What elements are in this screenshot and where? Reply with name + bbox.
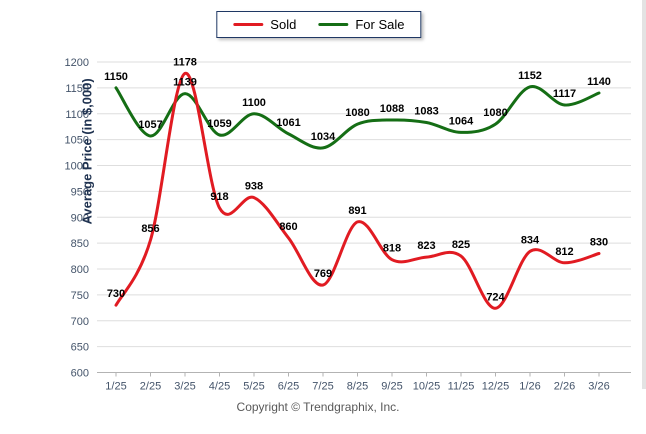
y-axis-title: Average Price (in $,000) (79, 78, 95, 225)
y-tick-label: 850 (71, 238, 89, 250)
data-label-for-sale: 1083 (414, 106, 438, 118)
y-tick-label: 900 (71, 212, 89, 224)
data-label-sold: 823 (417, 240, 435, 252)
x-tick-label: 6/25 (278, 381, 299, 393)
legend-label-for-sale: For Sale (355, 17, 405, 32)
x-tick-label: 9/25 (381, 381, 402, 393)
data-label-for-sale: 1057 (138, 119, 162, 131)
data-label-sold: 818 (383, 243, 401, 255)
data-label-sold: 769 (314, 268, 332, 280)
data-label-sold: 834 (521, 234, 540, 246)
y-tick-label: 700 (71, 316, 89, 328)
y-tick-label: 800 (71, 264, 89, 276)
y-tick-label: 600 (71, 368, 89, 380)
x-tick-label: 2/25 (140, 381, 161, 393)
y-tick-label: 650 (71, 342, 89, 354)
legend-item-sold: Sold (233, 17, 296, 32)
data-label-for-sale: 1152 (518, 70, 542, 82)
data-label-sold: 860 (279, 221, 297, 233)
y-tick-label: 750 (71, 290, 89, 302)
data-label-sold: 918 (210, 191, 228, 203)
sold-line-swatch (233, 23, 264, 26)
data-label-for-sale: 1139 (173, 77, 197, 89)
x-tick-label: 3/25 (174, 381, 195, 393)
data-label-sold: 856 (141, 223, 159, 235)
x-tick-label: 5/25 (243, 381, 264, 393)
series-line-for-sale (114, 85, 601, 150)
x-tick-label: 10/25 (413, 381, 441, 393)
data-label-for-sale: 1059 (207, 118, 231, 130)
x-tick-label: 2/26 (554, 381, 575, 393)
x-tick-label: 3/26 (588, 381, 609, 393)
x-tick-label: 11/25 (448, 381, 475, 393)
data-label-sold: 812 (555, 246, 573, 258)
copyright-text: Copyright © Trendgraphix, Inc. (236, 400, 400, 414)
data-label-for-sale: 1080 (345, 107, 369, 119)
y-tick-label: 1200 (65, 57, 89, 69)
data-label-sold: 1178 (173, 56, 197, 68)
for-sale-line-swatch (318, 23, 349, 26)
legend-item-for-sale: For Sale (318, 17, 404, 32)
y-tick-label: 1150 (65, 83, 89, 95)
data-label-sold: 825 (452, 239, 470, 251)
data-label-sold: 938 (245, 181, 263, 193)
legend: Sold For Sale (216, 11, 422, 38)
series-line-sold (114, 71, 601, 310)
data-label-for-sale: 1080 (483, 107, 507, 119)
data-label-for-sale: 1088 (380, 103, 404, 115)
data-label-for-sale: 1034 (311, 131, 336, 143)
y-tick-label: 950 (71, 186, 89, 198)
x-tick-label: 1/26 (519, 381, 540, 393)
data-label-for-sale: 1140 (587, 76, 611, 88)
x-tick-label: 7/25 (312, 381, 333, 393)
x-tick-label: 4/25 (209, 381, 230, 393)
y-tick-label: 1000 (65, 161, 89, 173)
window-edge-strip (642, 0, 646, 389)
legend-label-sold: Sold (270, 17, 297, 32)
data-label-for-sale: 1061 (276, 117, 300, 129)
data-label-for-sale: 1150 (104, 71, 128, 83)
data-label-for-sale: 1064 (449, 115, 474, 127)
data-label-for-sale: 1100 (242, 97, 266, 109)
x-tick-label: 8/25 (347, 381, 368, 393)
y-tick-label: 1100 (65, 109, 89, 121)
data-label-sold: 891 (348, 205, 366, 217)
x-tick-label: 12/25 (482, 381, 510, 393)
data-label-for-sale: 1117 (553, 88, 576, 100)
data-label-sold: 724 (486, 291, 505, 303)
data-label-sold: 730 (107, 288, 125, 300)
data-label-sold: 830 (590, 236, 608, 248)
x-tick-label: 1/25 (105, 381, 126, 393)
y-tick-label: 1050 (65, 135, 89, 147)
